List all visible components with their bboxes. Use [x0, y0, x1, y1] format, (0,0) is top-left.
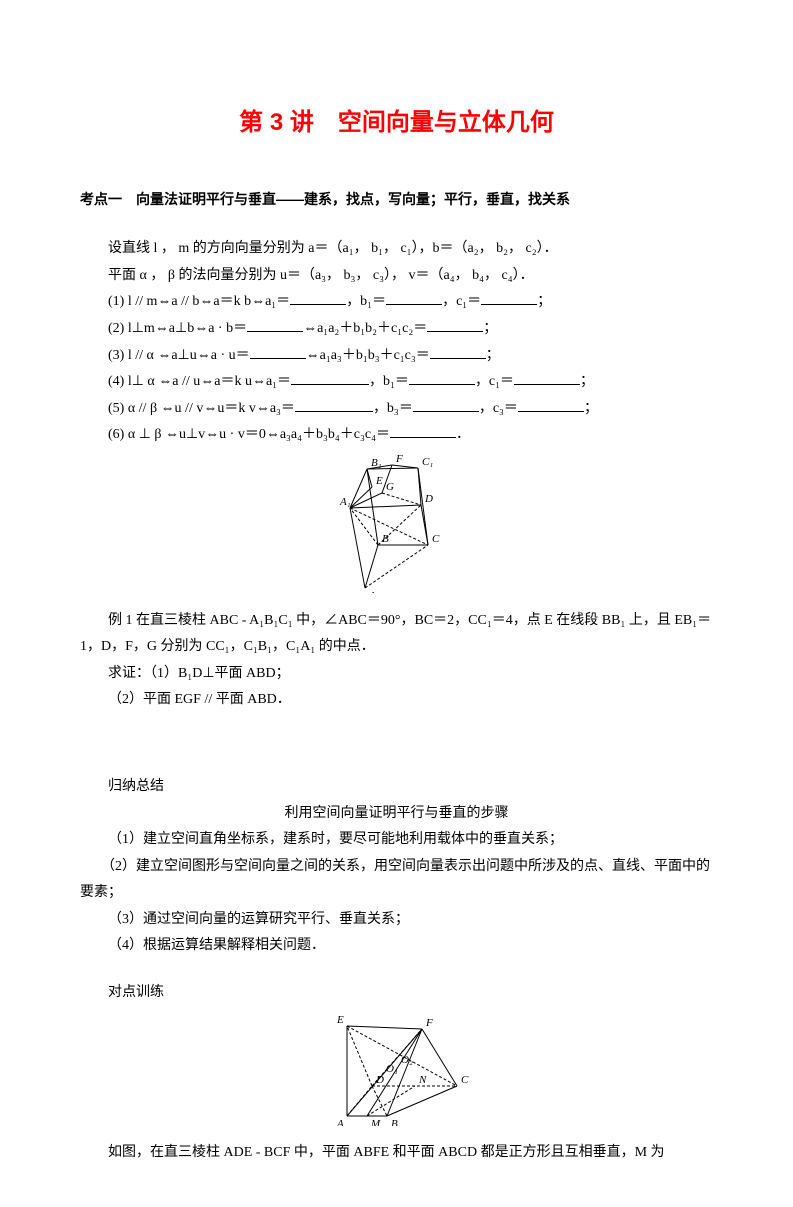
- text: (6) α ⊥ β ⇔u⊥v⇔u · v＝0⇔a₃a₄＋b₃b₄＋c₃c₄＝: [108, 427, 390, 442]
- blank: [413, 397, 479, 412]
- svg-text:E: E: [375, 475, 383, 487]
- text: ；: [584, 401, 598, 416]
- formula-line-3: (3) l // α ⇔a⊥u⇔a · u＝ ⇔a₁a₃＋b₁b₃＋c₁c₃＝ ；: [80, 343, 713, 370]
- text: ，c₁＝: [475, 374, 514, 389]
- summary-step-2: （2）建立空间图形与空间向量之间的关系，用空间向量表示出问题中所涉及的点、直线、…: [80, 854, 713, 907]
- text: (4) l⊥ α ⇔a // u⇔a＝k u⇔a₁＝: [108, 374, 291, 389]
- summary-title: 归纳总结: [80, 774, 713, 801]
- svg-text:E: E: [336, 1014, 344, 1026]
- blank: [250, 344, 306, 359]
- svg-text:O₂: O₂: [401, 1054, 413, 1066]
- svg-text:B₁: B₁: [371, 457, 382, 469]
- example-text: 在直三棱柱 ABC - A₁B₁C₁ 中，∠ABC＝90°，BC＝2，CC₁＝4…: [80, 613, 711, 655]
- summary-step-1: （1）建立空间直角坐标系，建系时，要尽可能地利用载体中的垂直关系；: [80, 827, 713, 854]
- formula-line-2: (2) l⊥m⇔a⊥b⇔a · b＝ ⇔a₁a₂＋b₁b₂＋c₁c₂＝ ；: [80, 316, 713, 343]
- svg-text:C: C: [432, 533, 440, 545]
- page-title: 第 3 讲 空间向量与立体几何: [80, 100, 713, 146]
- text: ，b₁＝: [369, 374, 409, 389]
- text: ⇔a₁a₃＋b₁b₃＋c₁c₃＝: [306, 348, 430, 363]
- example-label: 例 1: [108, 613, 133, 628]
- text: ，c₁＝: [442, 294, 481, 309]
- blank: [518, 397, 584, 412]
- summary-step-4: （4）根据运算结果解释相关问题．: [80, 933, 713, 960]
- svg-text:F: F: [395, 453, 403, 465]
- practice-label: 对点训练: [80, 980, 713, 1007]
- practice-text: 如图，在直三棱柱 ADE - BCF 中，平面 ABFE 和平面 ABCD 都是…: [80, 1140, 713, 1167]
- text: ．: [456, 427, 470, 442]
- svg-text:C₁: C₁: [422, 456, 433, 468]
- text: ；: [486, 348, 500, 363]
- text: ⇔a₁a₂＋b₁b₂＋c₁c₂＝: [303, 321, 427, 336]
- example-1: 例 1 在直三棱柱 ABC - A₁B₁C₁ 中，∠ABC＝90°，BC＝2，C…: [80, 608, 713, 661]
- svg-text:C: C: [461, 1074, 469, 1086]
- text: (5) α // β ⇔u // v⇔u＝k v⇔a₃＝: [108, 401, 295, 416]
- svg-text:D: D: [375, 1074, 384, 1086]
- text: ；: [537, 294, 551, 309]
- blank: [514, 370, 580, 385]
- text: (3) l // α ⇔a⊥u⇔a · u＝: [108, 348, 250, 363]
- text: ，b₁＝: [346, 294, 386, 309]
- text: ，c₃＝: [479, 401, 518, 416]
- text: （2）建立空间图形与空间向量之间的关系，用空间向量表示出问题中所涉及的点、直线、…: [80, 859, 710, 901]
- formula-line-6: (6) α ⊥ β ⇔u⊥v⇔u · v＝0⇔a₃a₄＋b₃b₄＋c₃c₄＝ ．: [80, 422, 713, 449]
- summary-step-3: （3）通过空间向量的运算研究平行、垂直关系；: [80, 907, 713, 934]
- summary-subtitle: 利用空间向量证明平行与垂直的步骤: [80, 801, 713, 828]
- blank: [386, 290, 442, 305]
- blank: [390, 423, 456, 438]
- svg-text:F: F: [425, 1017, 433, 1029]
- svg-text:N: N: [418, 1074, 427, 1086]
- example-q2: （2）平面 EGF // 平面 ABD．: [80, 687, 713, 714]
- blank: [427, 317, 483, 332]
- svg-text:G: G: [386, 481, 394, 493]
- blank: [409, 370, 475, 385]
- svg-text:A: A: [368, 590, 376, 593]
- text: (2) l⊥m⇔a⊥b⇔a · b＝: [108, 321, 247, 336]
- blank: [247, 317, 303, 332]
- text: (1) l // m⇔a // b⇔a＝k b⇔a₁＝: [108, 294, 290, 309]
- svg-text:D: D: [424, 493, 433, 505]
- example-q1: 求证：（1）B₁D⊥平面 ABD；: [80, 661, 713, 688]
- formula-line-4: (4) l⊥ α ⇔a // u⇔a＝k u⇔a₁＝ ，b₁＝ ，c₁＝ ；: [80, 369, 713, 396]
- intro-line-2: 平面 α ， β 的法向量分别为 u＝（a₃， b₃， c₃）， v＝（a₄， …: [80, 263, 713, 290]
- svg-text:O₁: O₁: [386, 1063, 398, 1075]
- intro-line-1: 设直线 l ， m 的方向向量分别为 a＝（a₁， b₁， c₁），b＝（a₂，…: [80, 236, 713, 263]
- blank: [430, 344, 486, 359]
- section-heading-1: 考点一 向量法证明平行与垂直——建系，找点，写向量；平行，垂直，找关系: [80, 186, 713, 213]
- blank: [295, 397, 373, 412]
- formula-line-1: (1) l // m⇔a // b⇔a＝k b⇔a₁＝ ，b₁＝ ，c₁＝ ；: [80, 289, 713, 316]
- blank: [481, 290, 537, 305]
- svg-text:A₁: A₁: [339, 496, 351, 508]
- text: ，b₃＝: [373, 401, 413, 416]
- formula-line-5: (5) α // β ⇔u // v⇔u＝k v⇔a₃＝ ，b₃＝ ，c₃＝ ；: [80, 396, 713, 423]
- text: ；: [580, 374, 594, 389]
- svg-text:B: B: [382, 533, 389, 545]
- blank: [290, 290, 346, 305]
- text: ；: [483, 321, 497, 336]
- figure-2: ABMCDNEFO₂O₁: [80, 1011, 713, 1137]
- blank: [291, 370, 369, 385]
- figure-1: A B C A₁ D B₁ F C₁ GE: [80, 453, 713, 604]
